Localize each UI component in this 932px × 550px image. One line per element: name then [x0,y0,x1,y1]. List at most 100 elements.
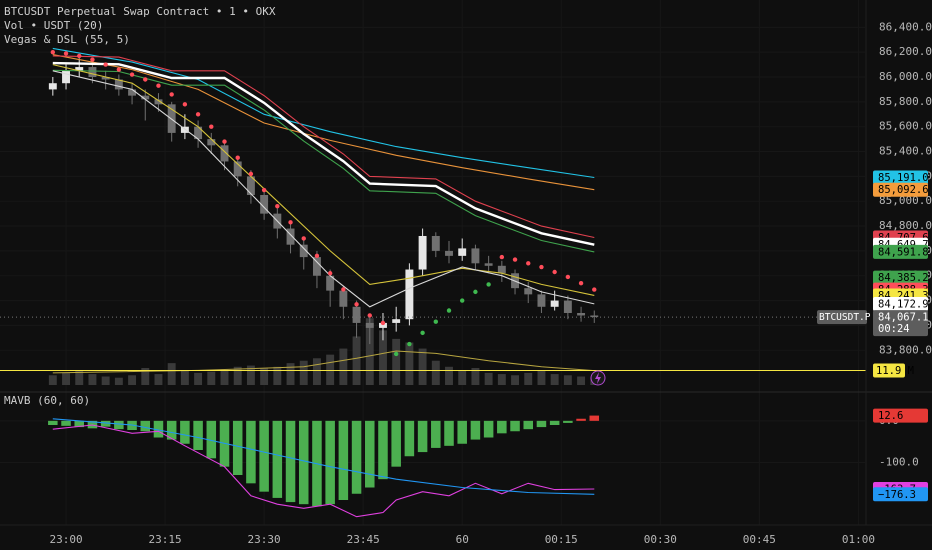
x-tick-label: 60 [456,533,469,546]
dot [486,282,491,287]
dot [301,236,306,241]
candle-body [326,275,335,291]
volume-bar [392,338,401,385]
candle-body [497,265,506,274]
candle-body [48,83,57,90]
volume-bar [299,360,308,385]
price-label: 12.6 [878,410,903,422]
histogram-bar [61,420,71,426]
candle-body [260,195,269,214]
dot [367,313,372,318]
volume-bar [471,368,480,385]
dot [209,124,214,129]
price-label: 85,092.6 [878,184,929,196]
volume-bar [154,374,163,385]
histogram-bar [285,420,296,503]
candle-body [154,99,163,105]
histogram-bar [140,420,151,432]
dot [50,49,56,55]
dot [327,271,333,276]
histogram-bar [391,420,401,467]
volume-bar [431,360,440,385]
dot [116,67,122,72]
price-label-box [873,487,928,502]
y-tick-label: 86,400.0 [879,20,932,33]
dot [460,298,465,303]
candle-body [75,67,84,71]
volume-bar [62,372,70,385]
histogram-bar [246,420,256,484]
dot [182,102,188,107]
dot [156,83,161,88]
candle-body [88,67,97,78]
x-tick-label: 01:00 [842,533,875,546]
candle-body [392,319,401,323]
price-label: −176.3 [878,489,916,501]
dot [63,51,69,56]
indicator-label: Vol • USDT (20) [4,19,103,32]
histogram-bar [338,420,349,500]
volume-bar [180,370,189,385]
dot [592,287,597,292]
volume-bar [48,375,57,385]
candle-body [418,235,427,270]
candle-body [352,306,361,323]
volume-bar [114,377,123,385]
histogram-bar [457,420,467,444]
last-price-label: 84,067.1 [878,312,929,324]
last-price-box [873,310,928,337]
candle-body [312,257,321,276]
histogram-bar [74,420,84,428]
volume-bar [365,318,374,385]
price-label: 84,591.8 [878,246,929,258]
histogram-bar [180,420,190,444]
indicator-label: Vegas & DSL (55, 5) [4,33,130,46]
volume-bar [260,368,269,385]
dot [565,274,571,280]
dot [526,261,531,266]
line [52,47,595,179]
volume-label: 11.9 M [876,365,914,377]
histogram-bar [576,418,586,421]
candle-body [207,139,216,146]
volume-bar [75,370,84,385]
y-tick-label: 85,400.0 [879,145,932,158]
histogram-bar [272,420,283,498]
dot [512,257,518,262]
candle-body [128,89,137,96]
candle-body [484,263,493,266]
dot [499,254,505,260]
dot [77,53,82,59]
volume-bar [101,376,110,385]
volume-label-box [873,363,905,378]
y-tick-label: 83,800.0 [879,343,932,356]
dot [90,57,95,62]
histogram-bar [100,420,111,427]
dot [473,289,478,295]
price-label-box [873,170,928,185]
histogram-bar [470,420,481,440]
candle-body [365,322,374,328]
candle-body [339,290,348,307]
plot [0,47,866,518]
candle-body [101,77,110,80]
histogram-bar [536,420,547,428]
volume-bar [246,365,255,385]
y-tick-label: -100.0 [879,456,919,469]
volume-bar [207,371,216,385]
candle-body [537,294,546,307]
candle-body [194,126,203,140]
y-tick-label: 85,600.0 [879,120,932,133]
volume-bar [418,348,427,385]
price-label-box [873,408,928,423]
histogram-bar [417,420,428,453]
candle-body [379,322,387,328]
volume-bar [273,366,282,385]
histogram-bar [259,420,269,492]
candle-body [445,250,453,256]
histogram-bar [365,420,375,488]
price-label-box [873,270,928,285]
chart-title: BTCUSDT Perpetual Swap Contract • 1 • OK… [4,5,276,18]
dot [195,112,201,117]
